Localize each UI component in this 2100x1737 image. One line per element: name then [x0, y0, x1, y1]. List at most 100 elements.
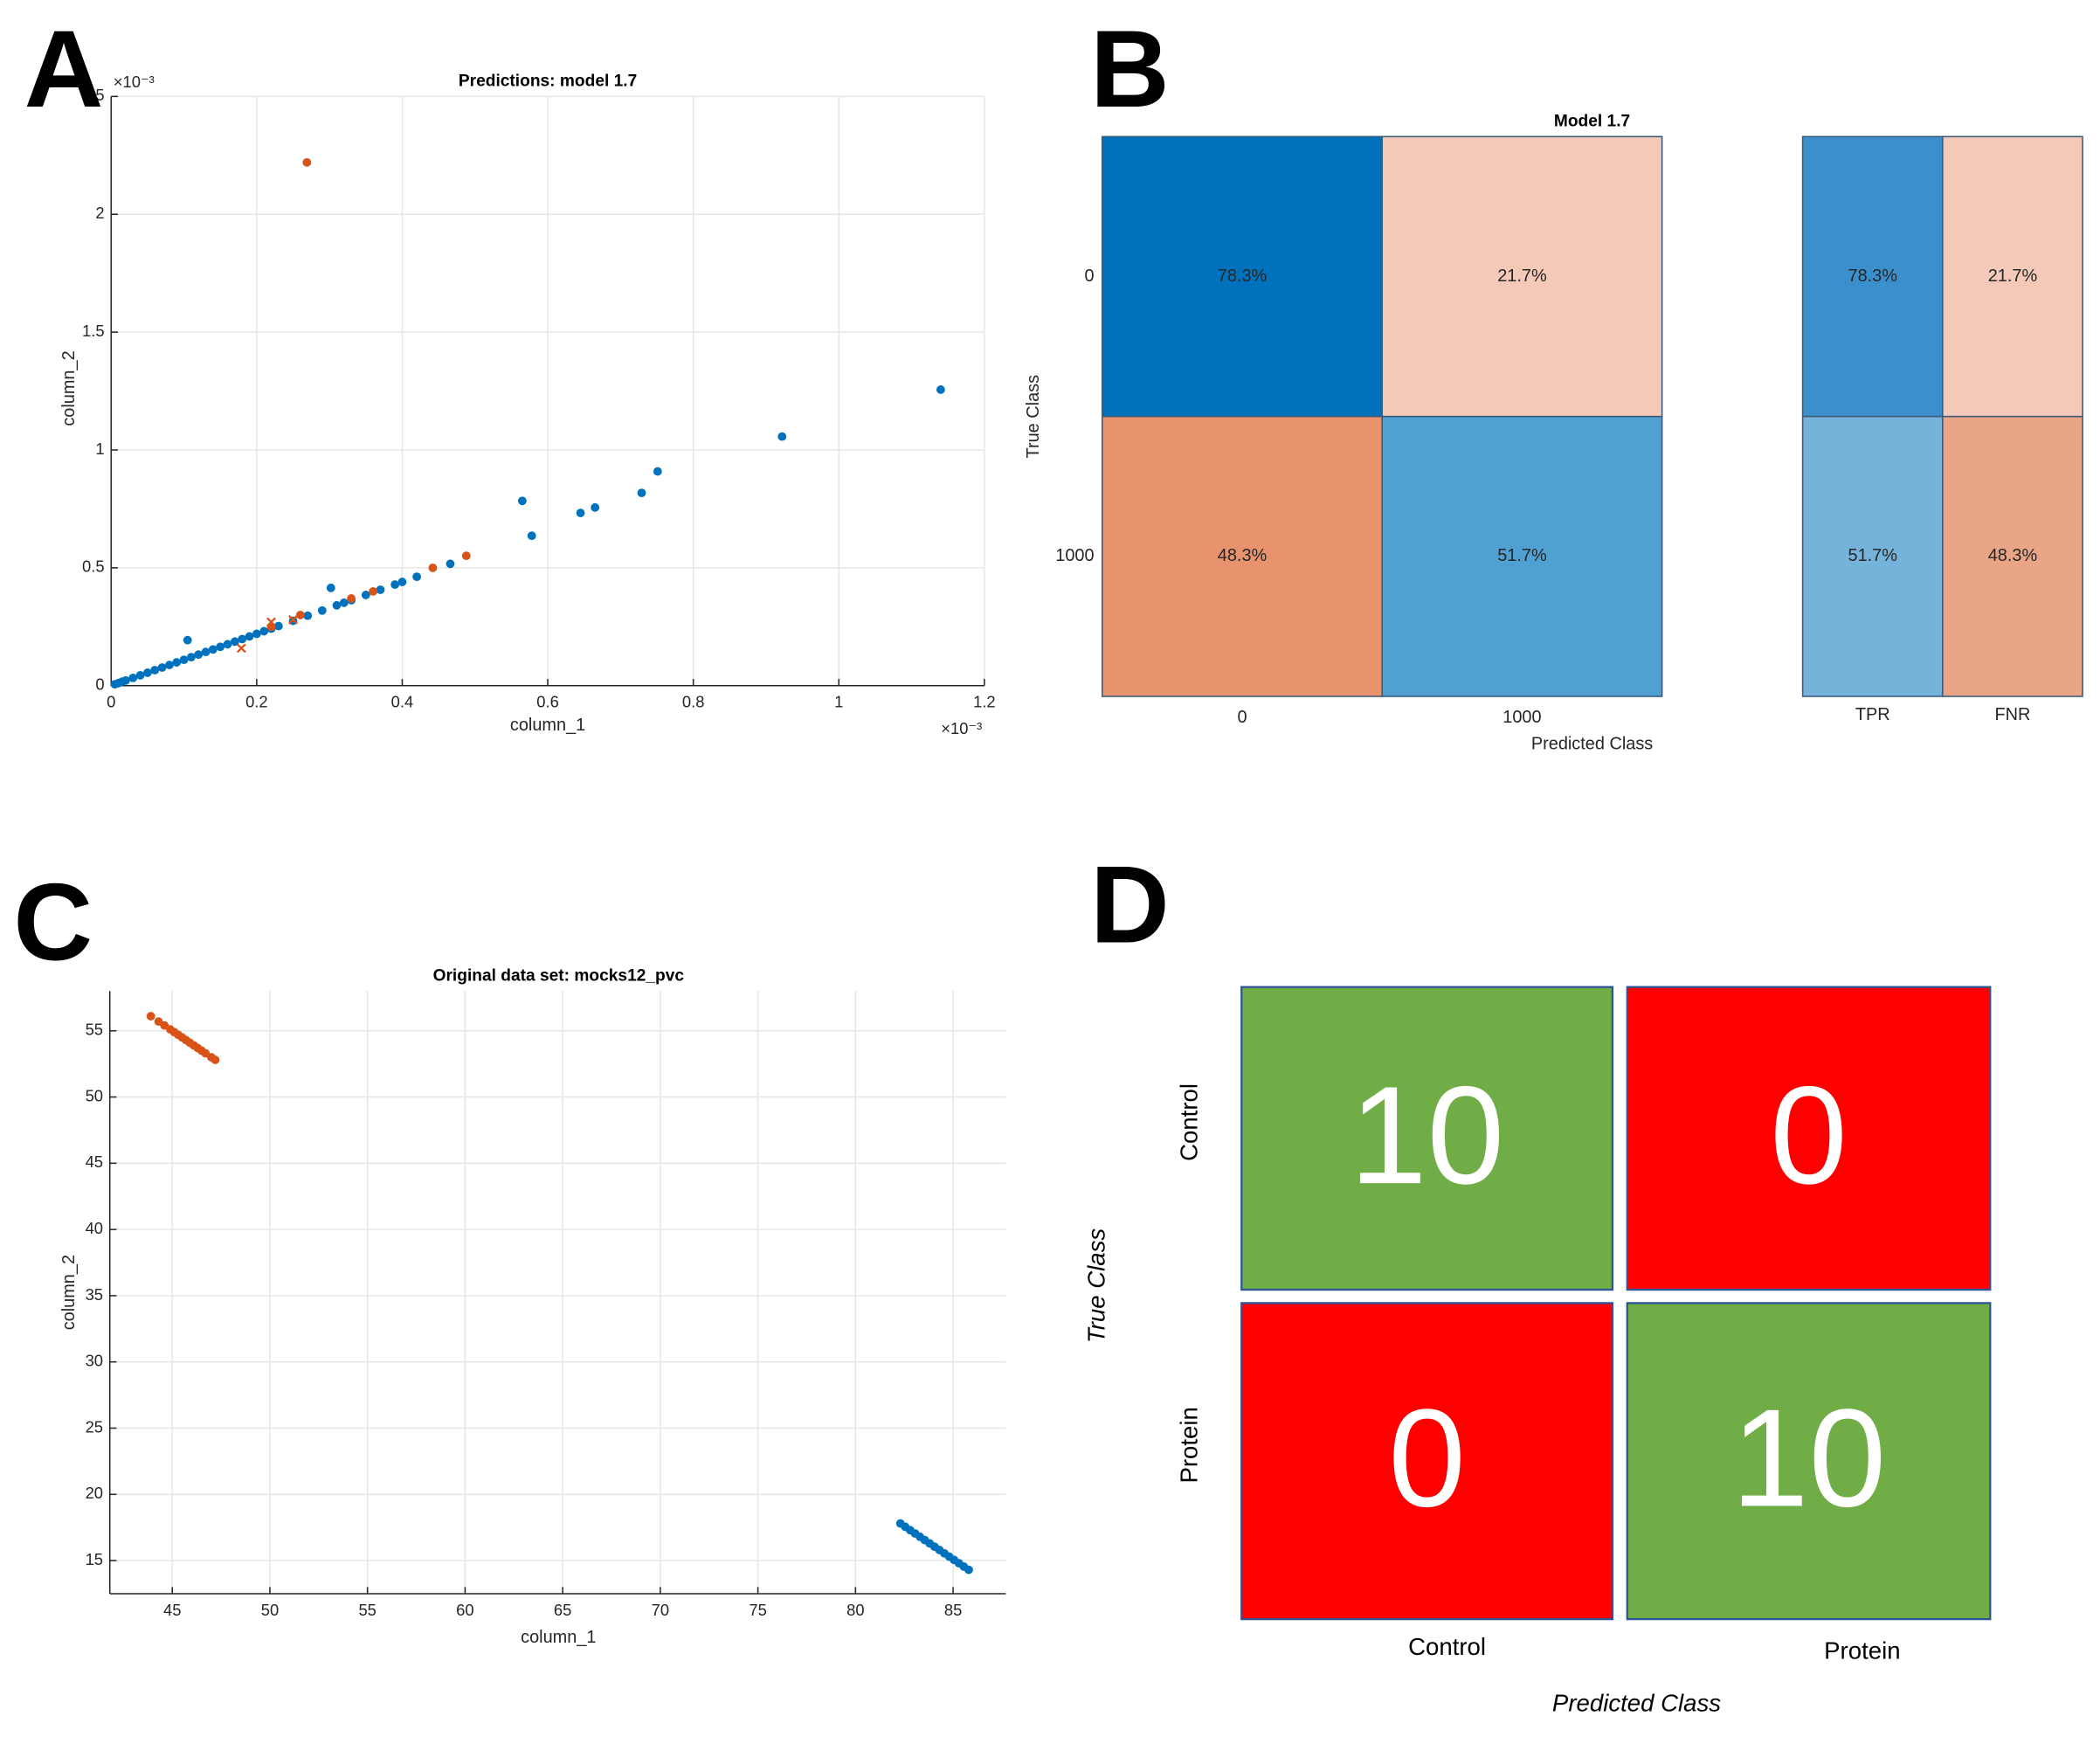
point — [369, 586, 378, 596]
point — [201, 647, 211, 657]
summary-cell — [1942, 415, 2083, 697]
cell — [1102, 135, 1383, 418]
summary-cell — [1942, 135, 2083, 418]
y-axis-label: column_2 — [59, 1255, 79, 1330]
panel-label: D — [1090, 843, 1170, 966]
y-tick-label: 35 — [86, 1285, 103, 1304]
point — [347, 594, 356, 603]
x-tick-label: 75 — [749, 1601, 766, 1619]
cell — [1240, 986, 1614, 1291]
cell-value: 10 — [1731, 1381, 1886, 1536]
chart-title: Predictions: model 1.7 — [459, 73, 637, 91]
x-axis-label: Predicted Class — [1552, 1689, 1721, 1716]
point — [637, 488, 646, 498]
panel-label: B — [1090, 7, 1170, 130]
point — [273, 621, 283, 631]
point — [223, 640, 232, 649]
point — [964, 1565, 973, 1574]
x-tick-label: Control — [1408, 1633, 1486, 1660]
chart-title: Original data set: mocks12_pvc — [433, 966, 685, 985]
point — [211, 1055, 220, 1064]
x-tick-label: Protein — [1824, 1637, 1900, 1664]
x-tick-label: 0.4 — [391, 693, 414, 711]
point — [376, 585, 385, 594]
point — [186, 653, 196, 662]
y-tick-label: 40 — [86, 1219, 103, 1237]
panel-label: C — [13, 860, 93, 983]
summary-label: 78.3% — [1848, 266, 1897, 286]
x-tick-label: 70 — [652, 1601, 669, 1619]
point — [390, 580, 400, 589]
summary-cell — [1801, 415, 1944, 697]
cell — [1381, 135, 1663, 418]
y-tick-label: 20 — [86, 1484, 103, 1502]
x-axis-label: column_1 — [510, 716, 585, 735]
cell-label: 78.3% — [1218, 266, 1267, 286]
y-tick-label: 1000 — [1055, 546, 1094, 565]
cell-label: 48.3% — [1218, 546, 1267, 565]
point — [936, 385, 945, 394]
cell — [1626, 1302, 1992, 1621]
point — [266, 617, 276, 627]
point — [428, 563, 438, 572]
summary-label: 48.3% — [1988, 546, 2037, 565]
x-tick-label: 60 — [456, 1601, 473, 1619]
chart-title: Model 1.7 — [1554, 113, 1630, 131]
y-tick-label: 30 — [86, 1352, 103, 1370]
point — [302, 157, 312, 167]
cell-value: 0 — [1388, 1381, 1466, 1536]
y-tick-label: 45 — [86, 1152, 103, 1171]
point — [208, 645, 218, 654]
y-exponent: ×10⁻³ — [114, 73, 155, 91]
y-tick-label: 2.5 — [82, 86, 105, 104]
x-tick-label: 85 — [944, 1601, 962, 1619]
point — [164, 661, 174, 669]
point — [121, 675, 130, 685]
y-tick-label: 1 — [95, 439, 104, 458]
point — [172, 658, 182, 667]
point — [317, 606, 327, 615]
point — [397, 578, 407, 586]
y-tick-label: Control — [1175, 1083, 1202, 1161]
point — [653, 467, 662, 476]
cell — [1381, 415, 1663, 697]
panel-label: A — [24, 7, 104, 130]
point — [527, 531, 536, 541]
point — [518, 496, 527, 506]
y-tick-label: 1.5 — [82, 322, 105, 340]
cell-value: 0 — [1770, 1057, 1848, 1213]
x-tick-label: 1000 — [1502, 708, 1541, 727]
x-tick-label: 0 — [1237, 708, 1247, 727]
point — [128, 673, 138, 682]
point — [150, 666, 160, 675]
x-tick-label: 0.2 — [245, 693, 268, 711]
point — [288, 614, 298, 625]
x-tick-label: 55 — [358, 1601, 376, 1619]
x-tick-label: 65 — [554, 1601, 571, 1619]
y-axis-label: True Class — [1024, 375, 1043, 459]
cell — [1102, 415, 1383, 697]
point — [142, 668, 152, 677]
point — [412, 572, 422, 582]
point — [252, 629, 261, 639]
point — [146, 1012, 155, 1021]
point — [591, 502, 600, 512]
y-tick-label: 0 — [1085, 266, 1095, 286]
x-tick-label: 1.2 — [973, 693, 996, 711]
point — [461, 551, 471, 561]
point — [339, 598, 349, 607]
point — [332, 600, 342, 610]
x-axis-label: column_1 — [521, 1628, 596, 1647]
point — [183, 635, 192, 645]
point — [446, 559, 455, 569]
point — [179, 655, 189, 665]
y-tick-label: 55 — [86, 1021, 103, 1039]
summary-cell — [1801, 135, 1944, 418]
cell — [1240, 1302, 1614, 1621]
y-tick-label: 25 — [86, 1417, 103, 1436]
plot-area — [109, 991, 1006, 1594]
point — [576, 509, 585, 517]
y-tick-label: 0 — [95, 675, 104, 694]
point — [295, 610, 305, 619]
